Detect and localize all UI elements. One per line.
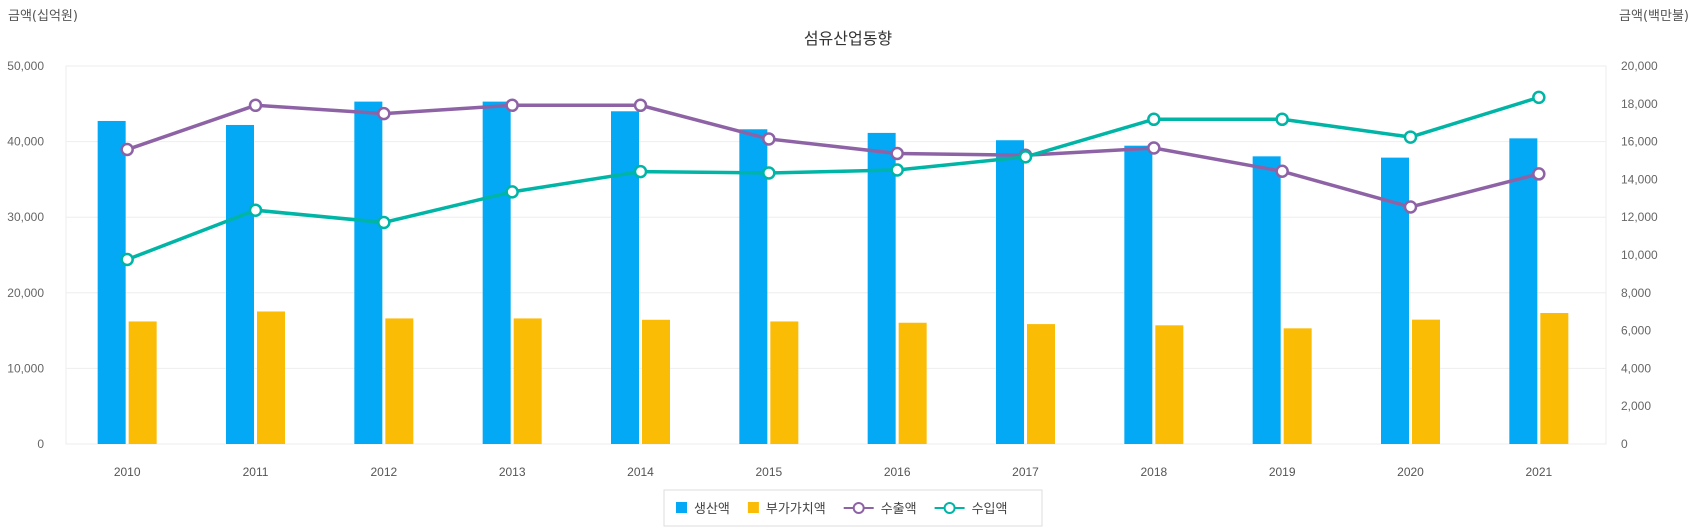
point-수출액 [1403,200,1418,214]
bar-부가가치액 [898,322,927,444]
point-수출액 [120,142,134,157]
legend-swatch-부가가치액 [747,502,759,513]
right-tick-label: 12,000 [1621,210,1658,224]
right-axis-unit: 금액(백만불) [1619,9,1689,24]
bar-생산액 [1509,138,1538,445]
point-수출액 [633,98,648,113]
left-y-axis: 0 10,000 20,000 30,000 40,000 50,000 [7,59,44,451]
point-수입액 [248,203,263,217]
legend-marker-수출액 [852,502,865,514]
x-axis: 2010 2011 2012 2013 2014 2015 2016 2017 2018 2019… [114,465,1553,479]
legend-marker-수입액 [943,502,956,514]
gridlines [65,65,1607,445]
point-수입액 [890,163,904,177]
point-수출액 [248,98,263,113]
point-수입액 [377,215,391,230]
point-수입액 [1018,150,1033,164]
left-tick-label: 0 [37,437,44,451]
point-수입액 [120,252,134,267]
x-tick-label: 2019 [1269,465,1296,479]
right-tick-label: 14,000 [1621,172,1658,186]
x-tick-label: 2010 [114,465,141,479]
line-수출액 [126,103,1540,209]
left-tick-label: 10,000 [7,361,44,375]
right-tick-label: 2,000 [1621,399,1651,413]
x-tick-label: 2011 [243,465,269,479]
bar-생산액 [996,140,1024,444]
right-y-axis: 0 2,000 4,000 6,000 8,000 10,000 12,000 14,000 1… [1621,59,1658,451]
x-tick-label: 2021 [1525,465,1552,479]
point-수출액 [762,132,776,146]
legend-label: 수입액 [972,502,1008,517]
bar-생산액 [867,132,896,444]
bar-부가가치액 [385,318,414,444]
left-tick-label: 20,000 [7,286,44,300]
bar-생산액 [611,111,639,445]
legend-swatch-생산액 [676,502,687,513]
bar-부가가치액 [770,321,799,444]
point-수출액 [1532,167,1546,181]
bar-부가가치액 [257,311,285,444]
point-수입액 [762,166,776,180]
x-tick-label: 2013 [499,465,526,479]
bar-생산액 [226,124,254,444]
point-수입액 [505,185,519,199]
bar-부가가치액 [642,319,670,444]
x-tick-label: 2018 [1140,465,1167,479]
bar-부가가치액 [1155,325,1184,444]
plot-area-border [65,65,1607,445]
right-tick-label: 6,000 [1621,324,1651,338]
left-tick-label: 50,000 [7,59,44,73]
line-수입액 [126,95,1540,262]
x-tick-label: 2020 [1397,465,1424,479]
bar-생산액 [97,120,126,445]
right-tick-label: 16,000 [1621,135,1658,149]
x-tick-label: 2017 [1012,465,1039,479]
right-tick-label: 8,000 [1621,286,1651,300]
chart-title: 섬유산업동향 [804,29,893,48]
bars [97,101,1569,445]
left-axis-unit: 금액(십억원) [8,9,78,24]
point-수입액 [1275,112,1289,127]
bar-부가가치액 [1412,319,1440,444]
left-tick-label: 30,000 [7,210,44,224]
legend-label: 부가가치액 [766,502,826,517]
point-수입액 [1147,112,1161,127]
right-tick-label: 18,000 [1621,97,1658,111]
left-tick-label: 40,000 [7,135,44,149]
bar-부가가치액 [128,321,157,444]
bar-생산액 [482,101,511,444]
x-tick-label: 2014 [627,465,654,479]
bar-부가가치액 [513,318,542,444]
legend-label: 수출액 [881,502,917,517]
point-수입액 [1532,90,1546,105]
lines [120,90,1546,267]
right-tick-label: 4,000 [1621,361,1651,375]
bar-생산액 [739,129,768,444]
bar-부가가치액 [1027,324,1055,444]
bar-생산액 [1124,145,1153,444]
point-수출액 [377,106,391,121]
x-tick-label: 2012 [370,465,397,479]
x-tick-label: 2016 [884,465,911,479]
bar-부가가치액 [1540,312,1569,444]
point-수출액 [1275,164,1289,179]
point-수출액 [890,146,904,161]
bar-생산액 [354,101,383,444]
point-수입액 [1403,130,1418,144]
right-tick-label: 20,000 [1621,59,1658,73]
bar-부가가치액 [1283,328,1312,444]
point-수출액 [1147,141,1161,155]
x-tick-label: 2015 [755,465,782,479]
bar-생산액 [1252,156,1281,445]
right-tick-label: 10,000 [1621,248,1658,262]
right-tick-label: 0 [1621,437,1628,451]
legend-label: 생산액 [694,502,730,517]
legend: 생산액 부가가치액 수출액 수입액 [663,489,1043,527]
point-수출액 [505,98,519,113]
point-수입액 [633,164,648,179]
